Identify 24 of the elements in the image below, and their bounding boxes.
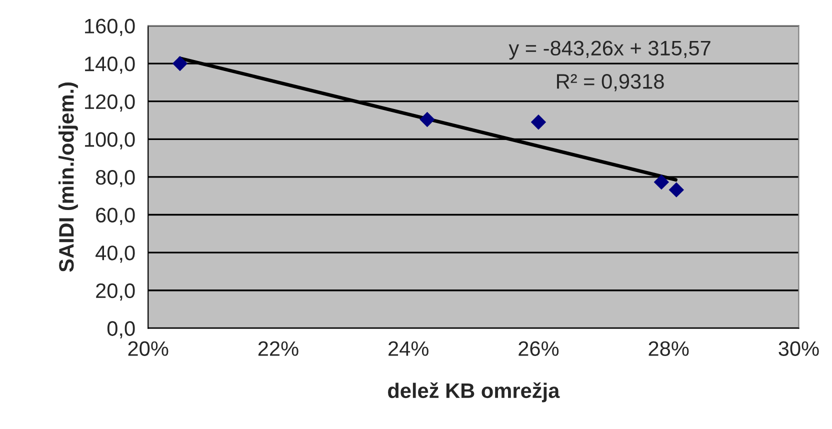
point — [172, 56, 188, 72]
x-tick-label: 26% — [518, 341, 559, 356]
y-tick-label: 60,0 — [96, 208, 135, 225]
y-tick-label: 0,0 — [107, 321, 135, 338]
point — [530, 114, 546, 130]
x-axis-title: delež KB omrežja — [388, 382, 560, 402]
y-tick-label: 20,0 — [96, 283, 135, 301]
y-tick-label: 140,0 — [85, 56, 135, 74]
y-tick-label: 120,0 — [85, 94, 135, 112]
x-tick-label: 20% — [128, 341, 168, 356]
x-tick-label: 28% — [648, 341, 689, 356]
point — [668, 182, 684, 198]
y-tick-label: 40,0 — [96, 246, 135, 263]
y-tick-label: 160,0 — [85, 18, 135, 36]
y-tick-label: 100,0 — [85, 132, 135, 150]
annotation: R² = 0,9318 — [557, 74, 664, 92]
x-tick-label: 22% — [258, 341, 298, 356]
point — [654, 174, 670, 190]
annotation: y = -843,26x + 315,57 — [508, 40, 710, 60]
x-tick-label: 24% — [388, 341, 428, 356]
point — [420, 112, 435, 128]
y-axis-title: SAIDI (min./odjem.) — [58, 82, 78, 272]
y-tick-label: 80,0 — [96, 170, 135, 188]
x-tick-label: 30% — [778, 341, 819, 356]
